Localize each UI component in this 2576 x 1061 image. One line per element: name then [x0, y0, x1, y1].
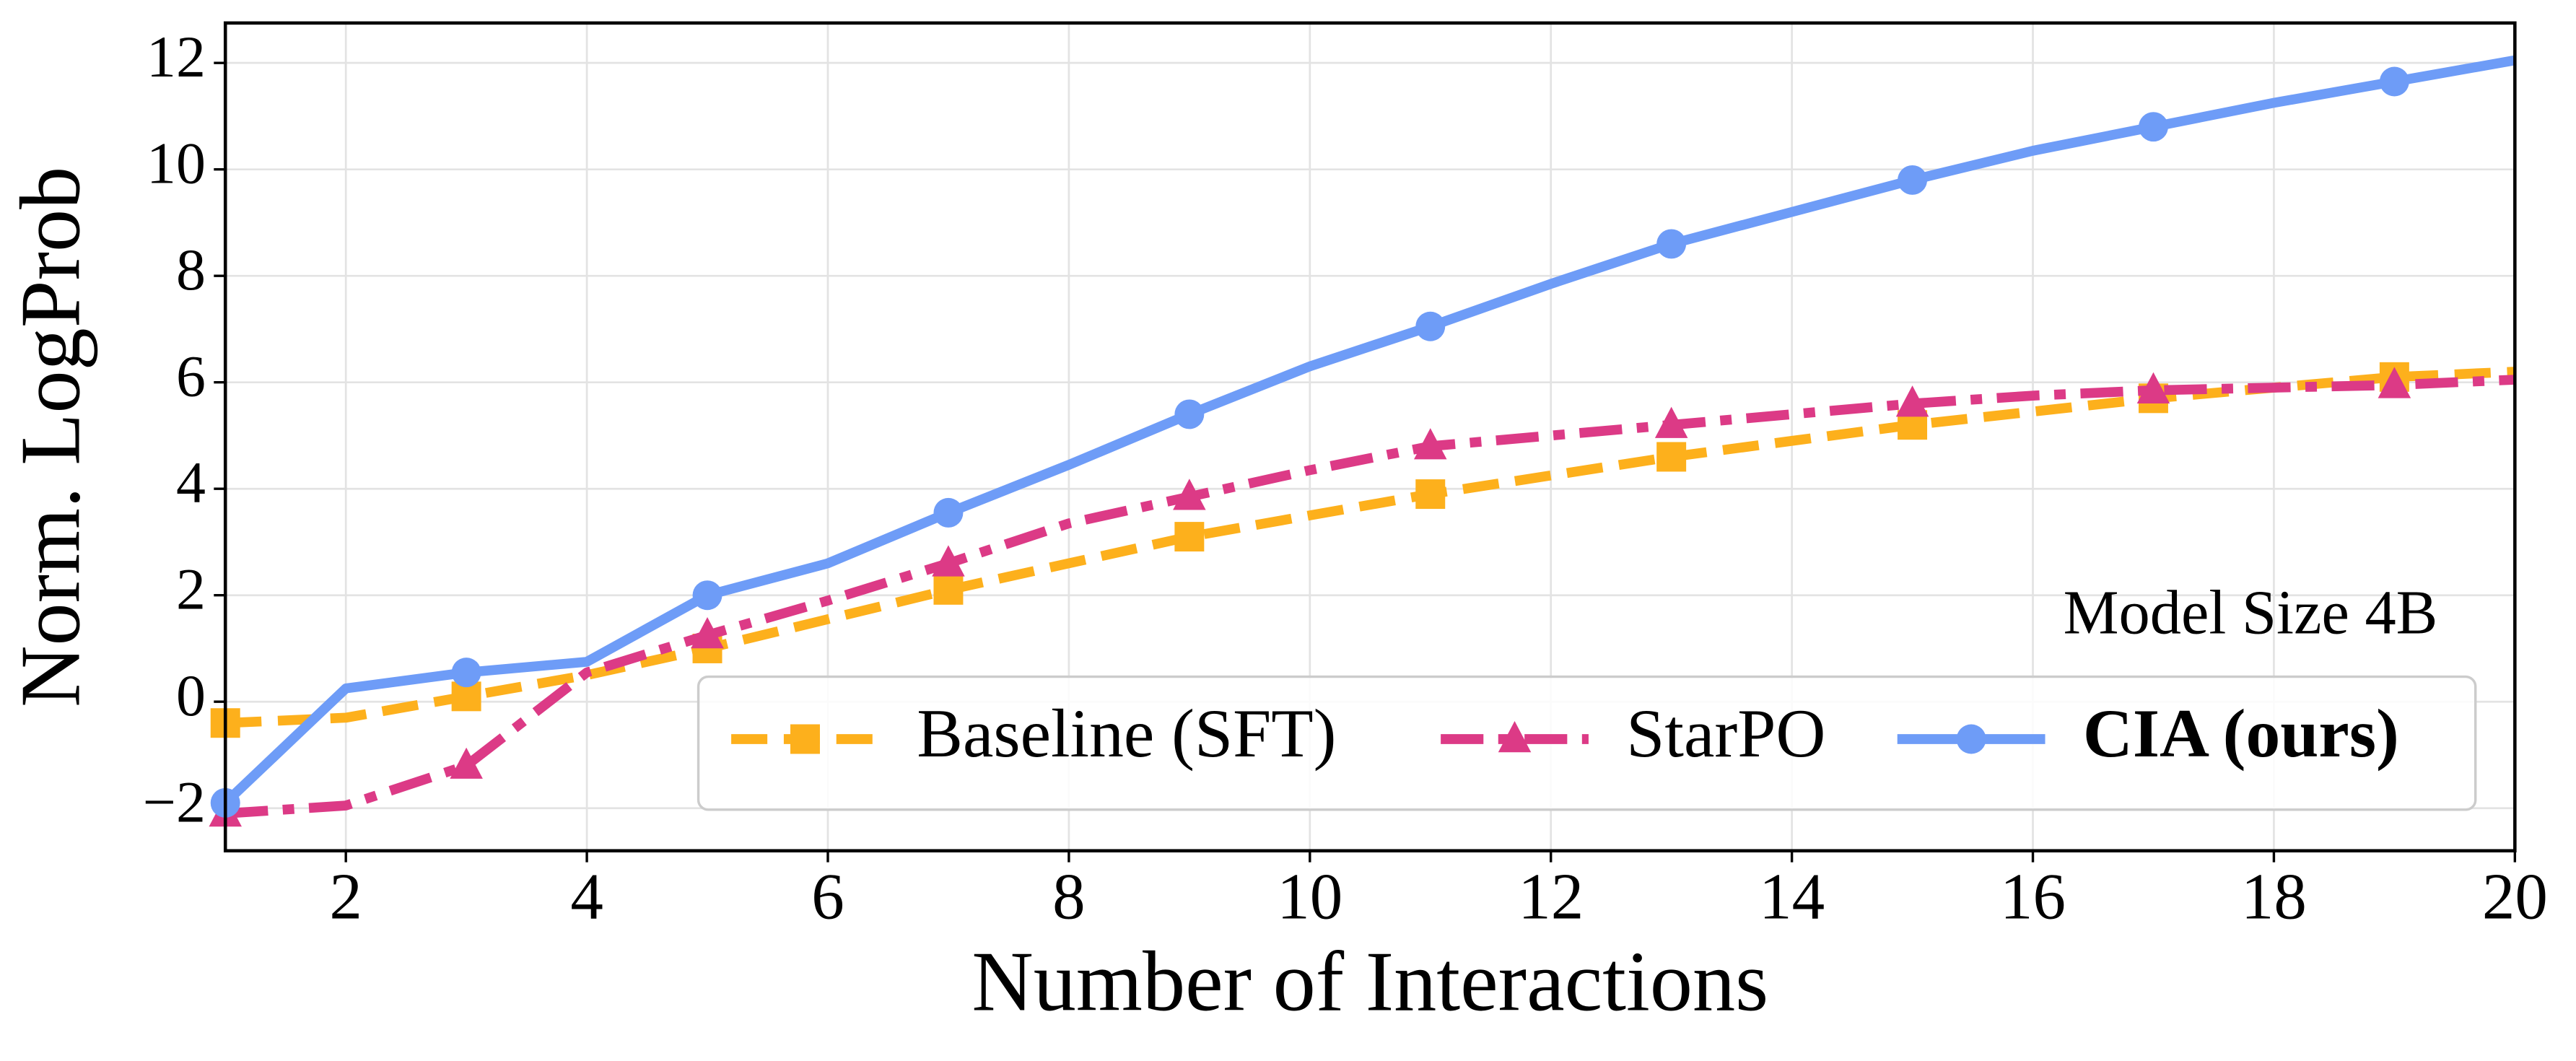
marker: [451, 658, 481, 688]
marker: [2138, 112, 2168, 142]
marker: [932, 545, 965, 577]
x-axis-label: Number of Interactions: [972, 934, 1768, 1029]
y-tick-label: 10: [147, 130, 206, 196]
x-tick-label: 6: [811, 860, 844, 933]
marker: [1498, 720, 1532, 753]
marker: [933, 497, 964, 528]
y-tick-label: 8: [176, 237, 206, 302]
series-line: [224, 367, 2515, 728]
marker: [1173, 479, 1206, 510]
marker: [1895, 385, 1929, 417]
marker: [1956, 724, 1986, 754]
x-tick-label: 16: [2000, 860, 2066, 933]
marker: [790, 724, 820, 754]
x-tick-label: 14: [1759, 860, 1825, 933]
marker: [450, 747, 483, 779]
legend-label: Baseline (SFT): [917, 695, 1336, 772]
x-tick-label: 12: [1518, 860, 1584, 933]
y-axis-label: Norm. LogProb: [4, 167, 98, 707]
marker: [933, 575, 964, 605]
marker: [1656, 229, 1687, 259]
y-tick-label: 0: [176, 663, 206, 728]
y-tick-label: 12: [147, 24, 206, 89]
x-tick-label: 20: [2482, 860, 2548, 933]
marker: [691, 616, 724, 649]
x-tick-label: 10: [1277, 860, 1342, 933]
annotation: Model Size 4B: [2064, 578, 2438, 647]
marker: [2378, 367, 2411, 398]
y-tick-label: 4: [176, 450, 206, 515]
marker: [1654, 406, 1688, 438]
marker: [1415, 479, 1446, 510]
marker: [692, 580, 722, 611]
marker: [1413, 428, 1447, 460]
marker: [2379, 66, 2409, 97]
marker: [1174, 399, 1205, 429]
y-tick-label: −2: [143, 769, 206, 835]
legend-label: CIA (ours): [2083, 695, 2399, 772]
x-tick-label: 4: [570, 860, 603, 933]
marker: [1898, 165, 1928, 195]
marker: [1174, 522, 1205, 552]
x-tick-label: 2: [329, 860, 362, 933]
legend-label: StarPO: [1626, 695, 1825, 772]
x-tick-label: 18: [2241, 860, 2307, 933]
y-tick-label: 6: [176, 343, 206, 409]
marker: [1656, 442, 1687, 472]
x-tick-label: 8: [1052, 860, 1086, 933]
marker: [2136, 372, 2170, 403]
marker: [1415, 311, 1446, 341]
series-line: [224, 375, 2515, 818]
y-tick-label: 2: [176, 556, 206, 622]
axes-frame: [223, 21, 2517, 853]
series-line: [222, 55, 2516, 807]
